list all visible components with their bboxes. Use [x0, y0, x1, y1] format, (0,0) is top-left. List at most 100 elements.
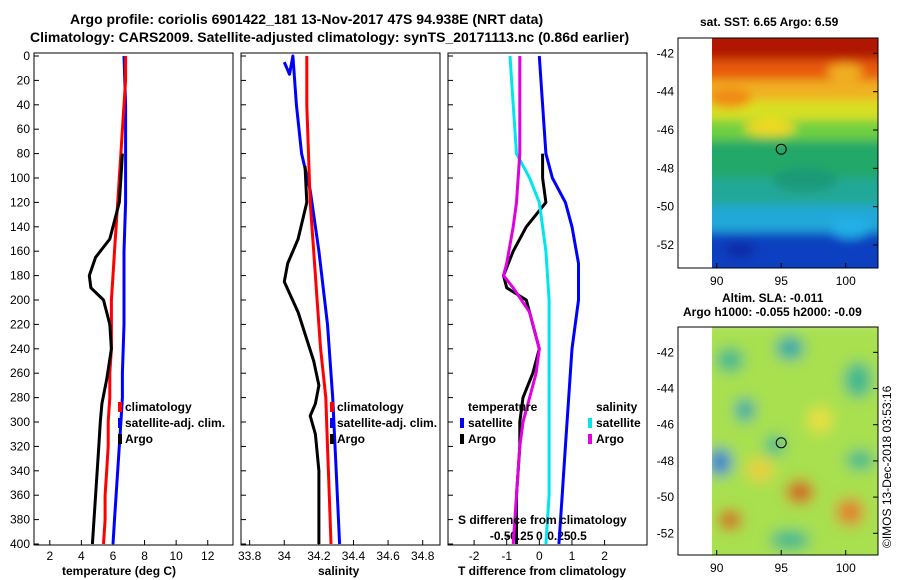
- y-tick-label: -50: [657, 200, 675, 214]
- sla-map-frame: [677, 326, 879, 556]
- y-tick-label: -50: [657, 490, 675, 504]
- legend-label-t-satellite: satellite: [468, 416, 513, 430]
- x-tick-label: 90: [710, 561, 724, 575]
- sla-heatmap: [712, 327, 878, 555]
- sst-map-frame: [677, 37, 879, 269]
- y-tick-label: -44: [657, 85, 675, 99]
- x-tick-label: 95: [775, 274, 789, 288]
- difference-xlabel: T difference from climatology: [458, 564, 626, 578]
- y-tick-label: -48: [657, 454, 675, 468]
- y-tick-label: -52: [657, 238, 675, 252]
- x-tick-label: 12: [201, 549, 215, 563]
- x-tick-label: 34: [278, 549, 292, 563]
- y-tick-label: 60: [17, 122, 31, 136]
- temperature-lines: [87, 55, 128, 545]
- legend-swatch-s-argo: [588, 434, 592, 444]
- sla-axis-ticks: 90 95 100 -42 -44 -46 -48 -50 -52: [657, 345, 878, 575]
- sla-map-subtitle: Argo h1000: -0.055 h2000: -0.09: [683, 305, 862, 319]
- x-tick-label: 34.6: [376, 549, 400, 563]
- legend-title-salinity: salinity: [596, 400, 638, 414]
- top-tick-label: 0.5: [570, 529, 587, 543]
- y-tick-label: -46: [657, 418, 675, 432]
- legend-title-temperature: temperature: [468, 400, 538, 414]
- top-tick-label: 0: [536, 529, 543, 543]
- salinity-xlabel: salinity: [318, 564, 360, 578]
- x-tick-label: -1: [501, 549, 512, 563]
- argo-location-marker: [775, 143, 787, 155]
- x-tick-label: 100: [836, 274, 856, 288]
- y-tick-label: -44: [657, 382, 675, 396]
- y-tick-label: 260: [10, 366, 30, 380]
- x-tick-label: 0: [536, 549, 543, 563]
- legend-label-satellite: satellite-adj. clim.: [337, 416, 437, 430]
- title-line1: Argo profile: coriolis 6901422_181 13-No…: [70, 11, 543, 27]
- legend-swatch-t-argo: [460, 434, 464, 444]
- legend-swatch-satellite: [118, 418, 122, 428]
- legend-label-climatology: climatology: [125, 400, 192, 414]
- y-tick-label: -42: [657, 345, 675, 359]
- title-line2: Climatology: CARS2009. Satellite-adjuste…: [30, 29, 629, 45]
- difference-lines: [502, 55, 580, 545]
- y-tick-label: 300: [10, 415, 30, 429]
- y-tick-label: 360: [10, 488, 30, 502]
- y-tick-label: -48: [657, 161, 675, 175]
- x-tick-label: 34.8: [411, 549, 435, 563]
- top-tick-label: -0.25: [506, 529, 534, 543]
- sst-heatmap: [712, 38, 878, 268]
- series-line-satellite-adj-clim-: [111, 55, 128, 545]
- x-tick-label: 4: [78, 549, 85, 563]
- legend-swatch-t-satellite: [460, 418, 464, 428]
- temperature-panel: [33, 52, 234, 546]
- series-line-argo: [87, 153, 124, 545]
- y-tick-label: 400: [10, 537, 30, 551]
- legend-label-satellite: satellite-adj. clim.: [125, 416, 225, 430]
- salinity-lines: [282, 54, 342, 545]
- x-tick-label: 34.4: [342, 549, 366, 563]
- x-tick-label: 34.2: [307, 549, 331, 563]
- x-tick-label: 2: [46, 549, 53, 563]
- legend-label-argo: Argo: [125, 432, 153, 446]
- y-tick-label: 160: [10, 244, 30, 258]
- x-tick-label: 2: [601, 549, 608, 563]
- x-tick-label: 90: [710, 274, 724, 288]
- y-tick-label: 220: [10, 317, 30, 331]
- difference-legend: temperature satellite Argo salinity sate…: [460, 400, 641, 446]
- legend-swatch-argo: [118, 434, 122, 444]
- difference-top-xlabel: S difference from climatology: [458, 513, 627, 527]
- sst-axis-ticks: 90 95 100 -42 -44 -46 -48 -50 -52: [657, 46, 878, 288]
- sla-map-title: Altim. SLA: -0.011: [722, 291, 824, 305]
- y-tick-label: -42: [657, 46, 675, 60]
- x-tick-label: -2: [469, 549, 480, 563]
- argo-location-marker: [775, 437, 787, 449]
- salinity-panel: [240, 52, 441, 546]
- y-tick-label: 200: [10, 293, 30, 307]
- legend-label-t-argo: Argo: [468, 432, 496, 446]
- series-line-argo: [282, 165, 321, 544]
- series-line-climatology: [305, 56, 333, 545]
- sst-map-title: sat. SST: 6.65 Argo: 6.59: [700, 15, 839, 29]
- x-tick-label: 6: [110, 549, 117, 563]
- y-tick-label: 140: [10, 220, 30, 234]
- temperature-xlabel: temperature (deg C): [62, 564, 176, 578]
- legend-swatch-argo: [330, 434, 334, 444]
- series-line-s-argo: [502, 56, 541, 545]
- legend-swatch-climatology: [330, 402, 334, 412]
- series-line-climatology: [102, 56, 128, 545]
- legend-swatch-s-satellite: [588, 418, 592, 428]
- x-tick-label: 1: [569, 549, 576, 563]
- legend-label-argo: Argo: [337, 432, 365, 446]
- y-tick-label: 240: [10, 342, 30, 356]
- temperature-legend: climatology satellite-adj. clim. Argo: [118, 400, 225, 446]
- salinity-legend: climatology satellite-adj. clim. Argo: [330, 400, 437, 446]
- x-tick-label: 10: [169, 549, 183, 563]
- legend-label-s-argo: Argo: [596, 432, 624, 446]
- y-tick-label: -46: [657, 123, 675, 137]
- y-tick-label: 20: [17, 73, 31, 87]
- y-tick-label: 180: [10, 269, 30, 283]
- series-line-s-satellite: [508, 55, 551, 545]
- legend-swatch-climatology: [118, 402, 122, 412]
- x-tick-label: 33.8: [238, 549, 262, 563]
- y-tick-label: 80: [17, 147, 31, 161]
- x-tick-label: 100: [836, 561, 856, 575]
